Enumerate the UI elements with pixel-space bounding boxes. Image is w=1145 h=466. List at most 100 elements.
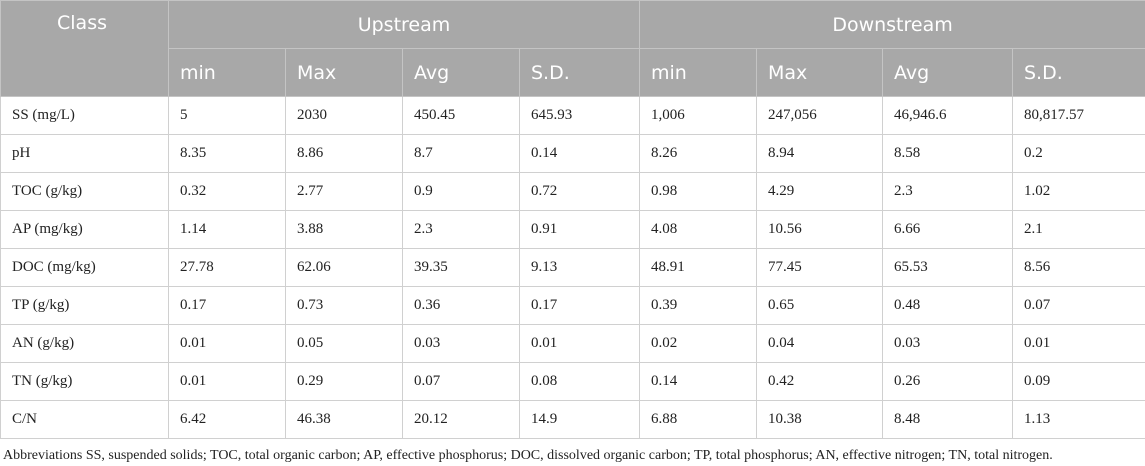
upstream-max-cell: 0.73 [285,286,403,325]
downstream-min-cell: 0.02 [639,324,757,363]
row-class-cell: AP (mg/kg) [0,210,169,249]
row-class-cell: SS (mg/L) [0,96,169,135]
downstream-min-cell: 0.39 [639,286,757,325]
upstream-sd-cell: 0.72 [519,172,640,211]
upstream-max-cell: 0.05 [285,324,403,363]
downstream-avg-cell: 0.03 [882,324,1013,363]
downstream-avg-cell: 0.48 [882,286,1013,325]
upstream-max-cell: 62.06 [285,248,403,287]
downstream-max-cell: 77.45 [756,248,883,287]
header-subheader-row: min Max Avg S.D. min Max Avg S.D. [1,48,1145,97]
upstream-min-cell: 6.42 [168,400,286,439]
upstream-avg-cell: 20.12 [402,400,520,439]
downstream-min-cell: 0.98 [639,172,757,211]
downstream-group-header: Downstream [638,0,1145,49]
table-row: TOC (g/kg) 0.32 2.77 0.9 0.72 0.98 4.29 2.3 1.02 [0,172,1145,211]
upstream-max-cell: 2030 [285,96,403,135]
downstream-sd-cell: 0.07 [1011,286,1145,325]
downstream-avg-cell: 46,946.6 [882,96,1013,135]
upstream-max-header: Max [285,48,403,97]
row-class-cell: C/N [0,400,169,439]
downstream-avg-cell: 0.26 [882,362,1013,401]
downstream-sd-cell: 1.02 [1011,172,1145,211]
upstream-sd-cell: 0.91 [519,210,640,249]
upstream-avg-cell: 8.7 [402,134,520,173]
table-body: SS (mg/L) 5 2030 450.45 645.93 1,006 247,056 46… [0,96,1145,439]
row-class-cell: TN (g/kg) [0,362,169,401]
downstream-sd-cell: 0.09 [1011,362,1145,401]
upstream-avg-cell: 450.45 [402,96,520,135]
table-row: pH 8.35 8.86 8.7 0.14 8.26 8.94 8.58 0.2 [0,134,1145,173]
upstream-sd-header: S.D. [519,48,640,97]
row-class-cell: AN (g/kg) [0,324,169,363]
downstream-max-header: Max [756,48,883,97]
downstream-sd-cell: 0.01 [1011,324,1145,363]
downstream-sd-cell: 1.13 [1011,400,1145,439]
downstream-avg-cell: 8.48 [882,400,1013,439]
upstream-avg-cell: 0.07 [402,362,520,401]
downstream-min-cell: 0.14 [639,362,757,401]
upstream-min-cell: 1.14 [168,210,286,249]
table-row: AN (g/kg) 0.01 0.05 0.03 0.01 0.02 0.04 0.03 0.0… [0,324,1145,363]
upstream-sd-cell: 0.14 [519,134,640,173]
downstream-sd-cell: 80,817.57 [1011,96,1145,135]
table-row: DOC (mg/kg) 27.78 62.06 39.35 9.13 48.91 77.45… [0,248,1145,287]
table-row: AP (mg/kg) 1.14 3.88 2.3 0.91 4.08 10.56 6.66 2.… [0,210,1145,249]
upstream-sd-cell: 9.13 [519,248,640,287]
downstream-sd-cell: 0.2 [1011,134,1145,173]
upstream-sd-cell: 645.93 [519,96,640,135]
downstream-max-cell: 247,056 [756,96,883,135]
downstream-max-cell: 0.04 [756,324,883,363]
downstream-min-cell: 6.88 [639,400,757,439]
upstream-sd-cell: 0.01 [519,324,640,363]
upstream-sd-cell: 0.08 [519,362,640,401]
upstream-sd-cell: 0.17 [519,286,640,325]
upstream-max-cell: 8.86 [285,134,403,173]
upstream-avg-header: Avg [402,48,520,97]
table-footnote: Abbreviations SS, suspended solids; TOC,… [3,448,1053,463]
upstream-min-cell: 5 [168,96,286,135]
upstream-min-cell: 0.17 [168,286,286,325]
upstream-max-cell: 46.38 [285,400,403,439]
upstream-min-cell: 27.78 [168,248,286,287]
upstream-max-cell: 2.77 [285,172,403,211]
downstream-sd-cell: 2.1 [1011,210,1145,249]
upstream-avg-cell: 0.9 [402,172,520,211]
downstream-max-cell: 10.56 [756,210,883,249]
upstream-min-cell: 0.32 [168,172,286,211]
header-group-row: Class Upstream Downstream [0,0,1145,97]
data-table: Class Upstream Downstream min Max Avg S.… [0,0,1145,439]
upstream-min-header: min [168,48,286,97]
row-class-cell: pH [0,134,169,173]
upstream-group-header: Upstream [168,0,640,49]
downstream-avg-cell: 2.3 [882,172,1013,211]
downstream-max-cell: 0.65 [756,286,883,325]
downstream-min-header: min [639,48,757,97]
upstream-min-cell: 0.01 [168,324,286,363]
row-class-cell: TOC (g/kg) [0,172,169,211]
upstream-avg-cell: 2.3 [402,210,520,249]
class-column-header: Class [0,0,169,97]
table-row: TP (g/kg) 0.17 0.73 0.36 0.17 0.39 0.65 0.48 0.0… [0,286,1145,325]
downstream-min-cell: 48.91 [639,248,757,287]
downstream-sd-cell: 8.56 [1011,248,1145,287]
row-class-cell: DOC (mg/kg) [0,248,169,287]
upstream-max-cell: 3.88 [285,210,403,249]
upstream-min-cell: 8.35 [168,134,286,173]
downstream-min-cell: 1,006 [639,96,757,135]
table-row: C/N 6.42 46.38 20.12 14.9 6.88 10.38 8.48 1.13 [0,400,1145,439]
upstream-sd-cell: 14.9 [519,400,640,439]
downstream-avg-cell: 8.58 [882,134,1013,173]
downstream-max-cell: 4.29 [756,172,883,211]
downstream-max-cell: 10.38 [756,400,883,439]
downstream-max-cell: 0.42 [756,362,883,401]
table-row: TN (g/kg) 0.01 0.29 0.07 0.08 0.14 0.42 0.26 0.0… [0,362,1145,401]
upstream-min-cell: 0.01 [168,362,286,401]
table-header: Class Upstream Downstream min Max Avg S.… [0,0,1145,97]
downstream-max-cell: 8.94 [756,134,883,173]
downstream-min-cell: 4.08 [639,210,757,249]
upstream-avg-cell: 0.03 [402,324,520,363]
downstream-avg-header: Avg [882,48,1013,97]
table-row: SS (mg/L) 5 2030 450.45 645.93 1,006 247,056 46… [0,96,1145,135]
upstream-max-cell: 0.29 [285,362,403,401]
